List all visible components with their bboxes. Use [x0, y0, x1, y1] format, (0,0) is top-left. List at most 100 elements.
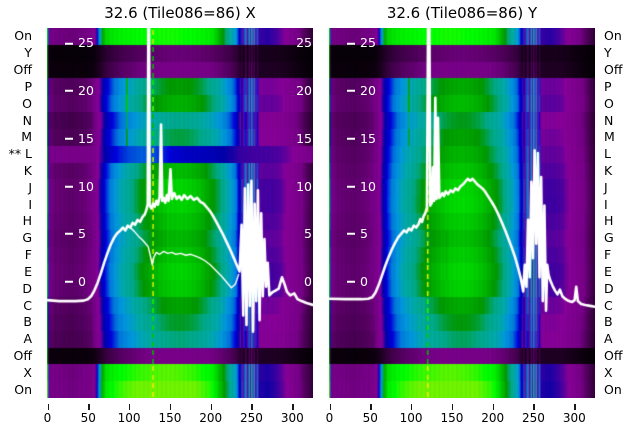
y-tick-label-right: 10: [296, 178, 312, 194]
x-tick-label: 0: [43, 411, 52, 425]
row-label-right: I: [604, 196, 608, 212]
x-tick-mark: [370, 404, 372, 410]
x-tick-label: 50: [80, 411, 96, 425]
row-label-left: Off: [13, 61, 32, 77]
row-label-right: M: [604, 129, 615, 145]
x-tick-mark: [451, 404, 454, 410]
row-label-right: F: [604, 246, 612, 262]
row-label-left: J: [28, 179, 32, 195]
y-tick-dash: [347, 90, 355, 93]
x-tick-label: 300: [280, 411, 304, 425]
y-tick-label: 5: [65, 225, 86, 241]
row-label-right: A: [604, 330, 613, 346]
y-tick-label: 10: [65, 180, 94, 193]
row-label-left: F: [24, 246, 32, 262]
row-label-right: J: [604, 179, 608, 195]
row-label-right: O: [604, 95, 614, 111]
y-tick-text: 0: [360, 273, 368, 289]
x-tick-label: 300: [562, 411, 586, 425]
x-tick-label: 250: [522, 411, 545, 425]
row-label-right: X: [604, 364, 613, 380]
x-tick-mark: [169, 404, 172, 410]
x-tick-mark: [47, 404, 49, 410]
y-tick-text: 5: [78, 225, 86, 241]
y-tick-label-right: 5: [304, 225, 312, 241]
plot-title-y: 32.6 (Tile086=86) Y: [386, 4, 538, 22]
row-label-left: K: [23, 162, 32, 178]
y-tick-text: 5: [360, 225, 368, 241]
row-label-right: Off: [604, 347, 623, 363]
row-label-right: On: [604, 381, 622, 397]
x-tick-label: 150: [158, 411, 182, 425]
row-label-left: On: [14, 28, 32, 44]
y-tick-label: 15: [347, 130, 376, 146]
row-label-left: M: [21, 129, 32, 145]
row-label-left: Off: [13, 347, 32, 363]
x-tick-mark: [533, 404, 535, 410]
y-tick-dash: [347, 233, 355, 236]
y-tick-label: 20: [65, 82, 94, 98]
x-tick-mark: [88, 404, 90, 410]
row-label-left: G: [22, 229, 32, 245]
y-tick-label: 25: [347, 37, 376, 50]
row-label-right: P: [604, 78, 612, 94]
row-label-left: B: [23, 314, 32, 330]
row-label-right: L: [604, 145, 611, 161]
x-tick-mark: [129, 404, 131, 410]
x-tick-mark: [574, 404, 576, 410]
y-tick-label: 10: [347, 180, 376, 193]
y-tick-label-right: 20: [296, 82, 312, 98]
plot-x: 25 25 20 20 15 15 10 10 5 5 0 0: [47, 28, 313, 398]
x-tick-mark: [492, 404, 494, 410]
row-labels-right: On Y Off P O N M L K J I H G F E D C B A Off X On: [603, 28, 640, 398]
row-label-right: B: [604, 314, 613, 330]
row-label-right: E: [604, 263, 612, 279]
y-tick-text: 0: [78, 273, 86, 289]
x-tick-mark: [251, 404, 253, 410]
x-tick-label: 100: [399, 411, 423, 425]
row-label-right: K: [604, 162, 613, 178]
x-tick-label: 250: [240, 411, 263, 425]
row-label-left: H: [22, 213, 32, 229]
row-label-left: O: [22, 95, 32, 111]
y-tick-dash: [65, 42, 73, 45]
row-label-right: Off: [604, 61, 623, 77]
row-label-right: On: [604, 28, 622, 44]
x-tick-label: 200: [481, 411, 505, 425]
y-tick-text: 25: [360, 35, 376, 51]
y-tick-label-right: 15: [296, 130, 312, 146]
y-tick-label: 0: [347, 273, 368, 289]
y-tick-dash: [347, 137, 355, 140]
plot-y: 25 20 15 10 5 0: [329, 28, 595, 398]
x-tick-mark: [292, 404, 294, 410]
y-tick-label-right: 0: [304, 273, 312, 289]
y-tick-text: 10: [78, 178, 94, 194]
row-label-left: I: [28, 196, 32, 212]
y-tick-dash: [347, 42, 355, 45]
x-tick-label: 200: [199, 411, 223, 425]
y-tick-text: 25: [78, 35, 94, 51]
row-label-left: D: [22, 280, 32, 296]
x-tick-label: 150: [440, 411, 464, 425]
y-tick-label: 15: [65, 132, 94, 146]
x-tick-label: 100: [117, 411, 141, 425]
row-label-left: On: [14, 381, 32, 397]
row-label-right: D: [604, 280, 614, 296]
y-tick-dash: [65, 185, 73, 188]
heatmap-canvas-x: [47, 28, 313, 398]
heatmap-canvas-y: [329, 28, 595, 398]
y-tick-text: 20: [360, 82, 376, 98]
row-label-right: N: [604, 112, 614, 128]
y-tick-text: 10: [360, 178, 376, 194]
x-tick-label: 0: [325, 411, 334, 425]
row-label-left: P: [24, 78, 32, 94]
x-tick-mark: [210, 404, 212, 410]
y-tick-text: 20: [78, 82, 94, 98]
y-tick-dash: [347, 185, 355, 188]
row-label-left: E: [24, 263, 32, 279]
row-label-right: H: [604, 213, 614, 229]
plot-title-x: 32.6 (Tile086=86) X: [104, 4, 256, 22]
x-tick-label: 50: [362, 411, 378, 425]
y-tick-text: 15: [360, 130, 376, 146]
row-label-right: C: [604, 297, 613, 313]
